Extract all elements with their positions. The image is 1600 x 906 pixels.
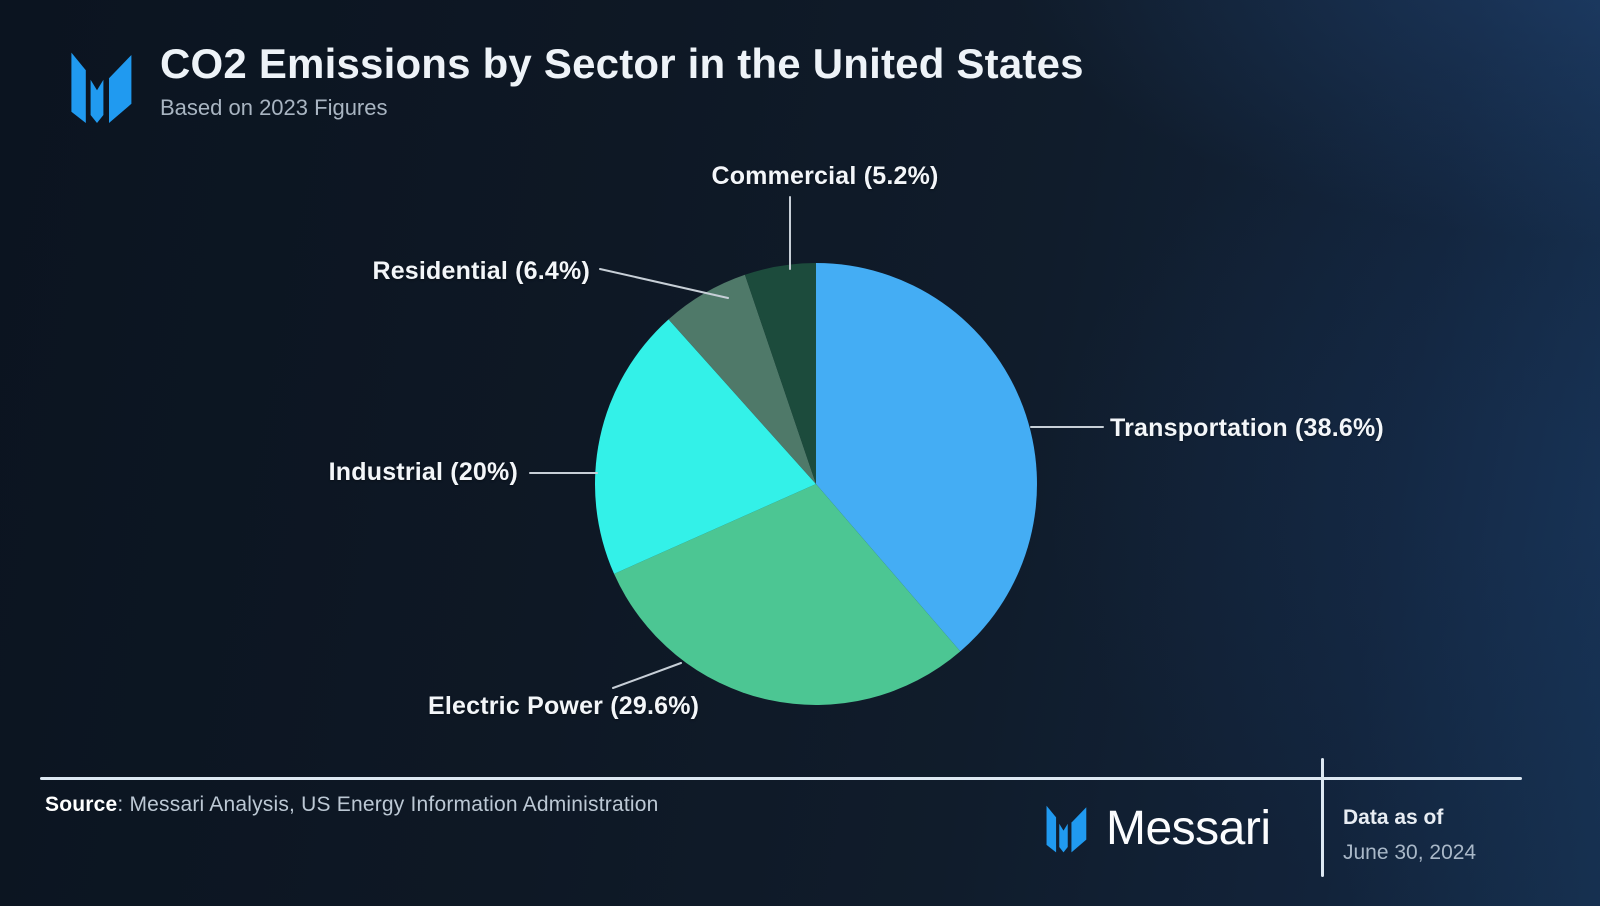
footer-divider [1321, 758, 1324, 877]
footer-rule [40, 777, 1522, 780]
slice-label-transportation: Transportation (38.6%) [1110, 414, 1384, 442]
pie-slice-commercial [744, 263, 816, 484]
page-title: CO2 Emissions by Sector in the United St… [160, 40, 1084, 87]
data-as-of: Data as of June 30, 2024 [1343, 806, 1476, 865]
pie-chart [595, 263, 1037, 705]
footer-brand: Messari [1037, 800, 1271, 857]
source-label: Source [45, 793, 118, 816]
slice-label-industrial: Industrial (20%) [328, 458, 518, 486]
source-text: : Messari Analysis, US Energy Informatio… [117, 793, 659, 816]
page-subtitle: Based on 2023 Figures [160, 95, 388, 120]
data-as-of-label: Data as of [1343, 806, 1444, 829]
pie-slice-industrial [595, 319, 816, 574]
source-line: Source: Messari Analysis, US Energy Info… [45, 793, 659, 817]
data-as-of-date: June 30, 2024 [1343, 841, 1477, 864]
footer-brand-name: Messari [1106, 802, 1271, 855]
pie-slice-transportation [816, 263, 1037, 652]
messari-logo-icon [71, 52, 132, 123]
pie-slice-electric-power [614, 484, 961, 705]
pie-slice-residential [668, 274, 816, 484]
messari-footer-logo-icon [1046, 805, 1087, 853]
slice-label-electric-power: Electric Power (29.6%) [428, 692, 700, 720]
slice-label-commercial: Commercial (5.2%) [711, 162, 939, 190]
header: CO2 Emissions by Sector in the United St… [160, 40, 1084, 121]
slice-label-residential: Residential (6.4%) [372, 257, 590, 285]
